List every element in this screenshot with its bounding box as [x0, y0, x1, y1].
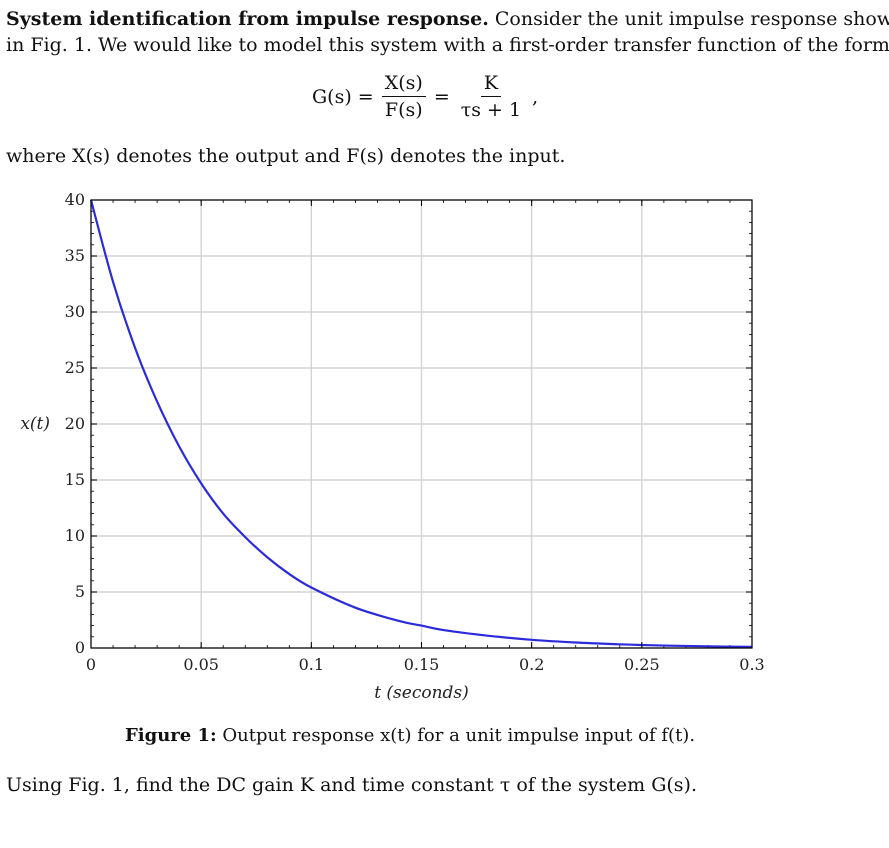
figure-label: Figure 1:	[125, 725, 217, 746]
x-tick-label-2: 0.1	[299, 655, 324, 674]
equation-lhs: G(s) =	[312, 85, 374, 108]
y-tick-label-6: 30	[65, 302, 85, 321]
fraction-denominator-input: F(s)	[384, 99, 423, 121]
x-tick-label-3: 0.15	[404, 655, 440, 674]
y-tick-label-5: 25	[65, 358, 85, 377]
y-tick-label-1: 5	[75, 582, 85, 601]
x-tick-label-0: 0	[86, 655, 96, 674]
intro-line-2: in Fig. 1. We would like to model this s…	[6, 34, 889, 56]
y-axis-label: x(t)	[20, 414, 50, 434]
where-statement: where X(s) denotes the output and F(s) d…	[6, 145, 566, 167]
x-tick-label-1: 0.05	[183, 655, 219, 674]
equation-trail: ,	[532, 85, 539, 108]
fraction-denominator-tau: τs + 1	[460, 99, 522, 121]
x-axis-label: t (seconds)	[374, 683, 469, 703]
fraction-numerator-output: X(s)	[381, 72, 426, 97]
x-axis-ticks: 0 0.05 0.1 0.15 0.2 0.25 0.3	[86, 200, 765, 674]
y-tick-label-8: 40	[65, 190, 85, 209]
fraction-output-over-input: X(s) F(s)	[381, 72, 426, 121]
y-tick-label-7: 35	[65, 246, 85, 265]
impulse-response-chart: 0 0.05 0.1 0.15 0.2 0.25 0.3 0510152025303540 …	[20, 190, 765, 703]
figure-caption: Figure 1: Output response x(t) for a uni…	[125, 725, 695, 746]
problem-title: System identification from impulse respo…	[6, 8, 489, 30]
x-tick-label-4: 0.2	[519, 655, 544, 674]
equation-equals: =	[433, 85, 450, 108]
question-text: Using Fig. 1, find the DC gain K and tim…	[6, 774, 698, 796]
figure-caption-text: Output response x(t) for a unit impulse …	[222, 725, 696, 746]
y-tick-label-0: 0	[75, 638, 85, 657]
transfer-function-equation: G(s) = X(s) F(s) = K τs + 1 ,	[312, 72, 538, 121]
y-tick-label-3: 15	[65, 470, 85, 489]
y-tick-label-4: 20	[65, 414, 85, 433]
intro-line-1: Consider the unit impulse response shown	[494, 8, 889, 30]
y-tick-label-2: 10	[65, 526, 85, 545]
fraction-first-order: K τs + 1	[458, 72, 524, 121]
fraction-numerator-gain: K	[480, 72, 502, 97]
problem-intro: System identification from impulse respo…	[6, 6, 889, 58]
chart-grid	[90, 199, 753, 649]
y-axis-ticks: 0 5 10 15 20 25 30 35 40	[65, 190, 752, 657]
series-line	[89, 199, 753, 648]
x-tick-label-6: 0.3	[739, 655, 764, 674]
x-tick-label-5: 0.25	[624, 655, 660, 674]
